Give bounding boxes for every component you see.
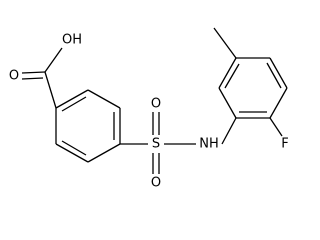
hydroxyl-label: OH (62, 33, 82, 48)
bonds (21, 27, 288, 174)
sulfur-label: S (152, 137, 160, 152)
molecule-diagram: OH O S O O NH F (9, 27, 289, 191)
sulfonyl-oxygen-label: O (151, 97, 161, 112)
fluorine-label: F (281, 137, 288, 152)
carbonyl-oxygen-label: O (9, 69, 19, 84)
amine-label: NH (199, 137, 219, 152)
sulfonyl-oxygen-label: O (151, 176, 161, 191)
